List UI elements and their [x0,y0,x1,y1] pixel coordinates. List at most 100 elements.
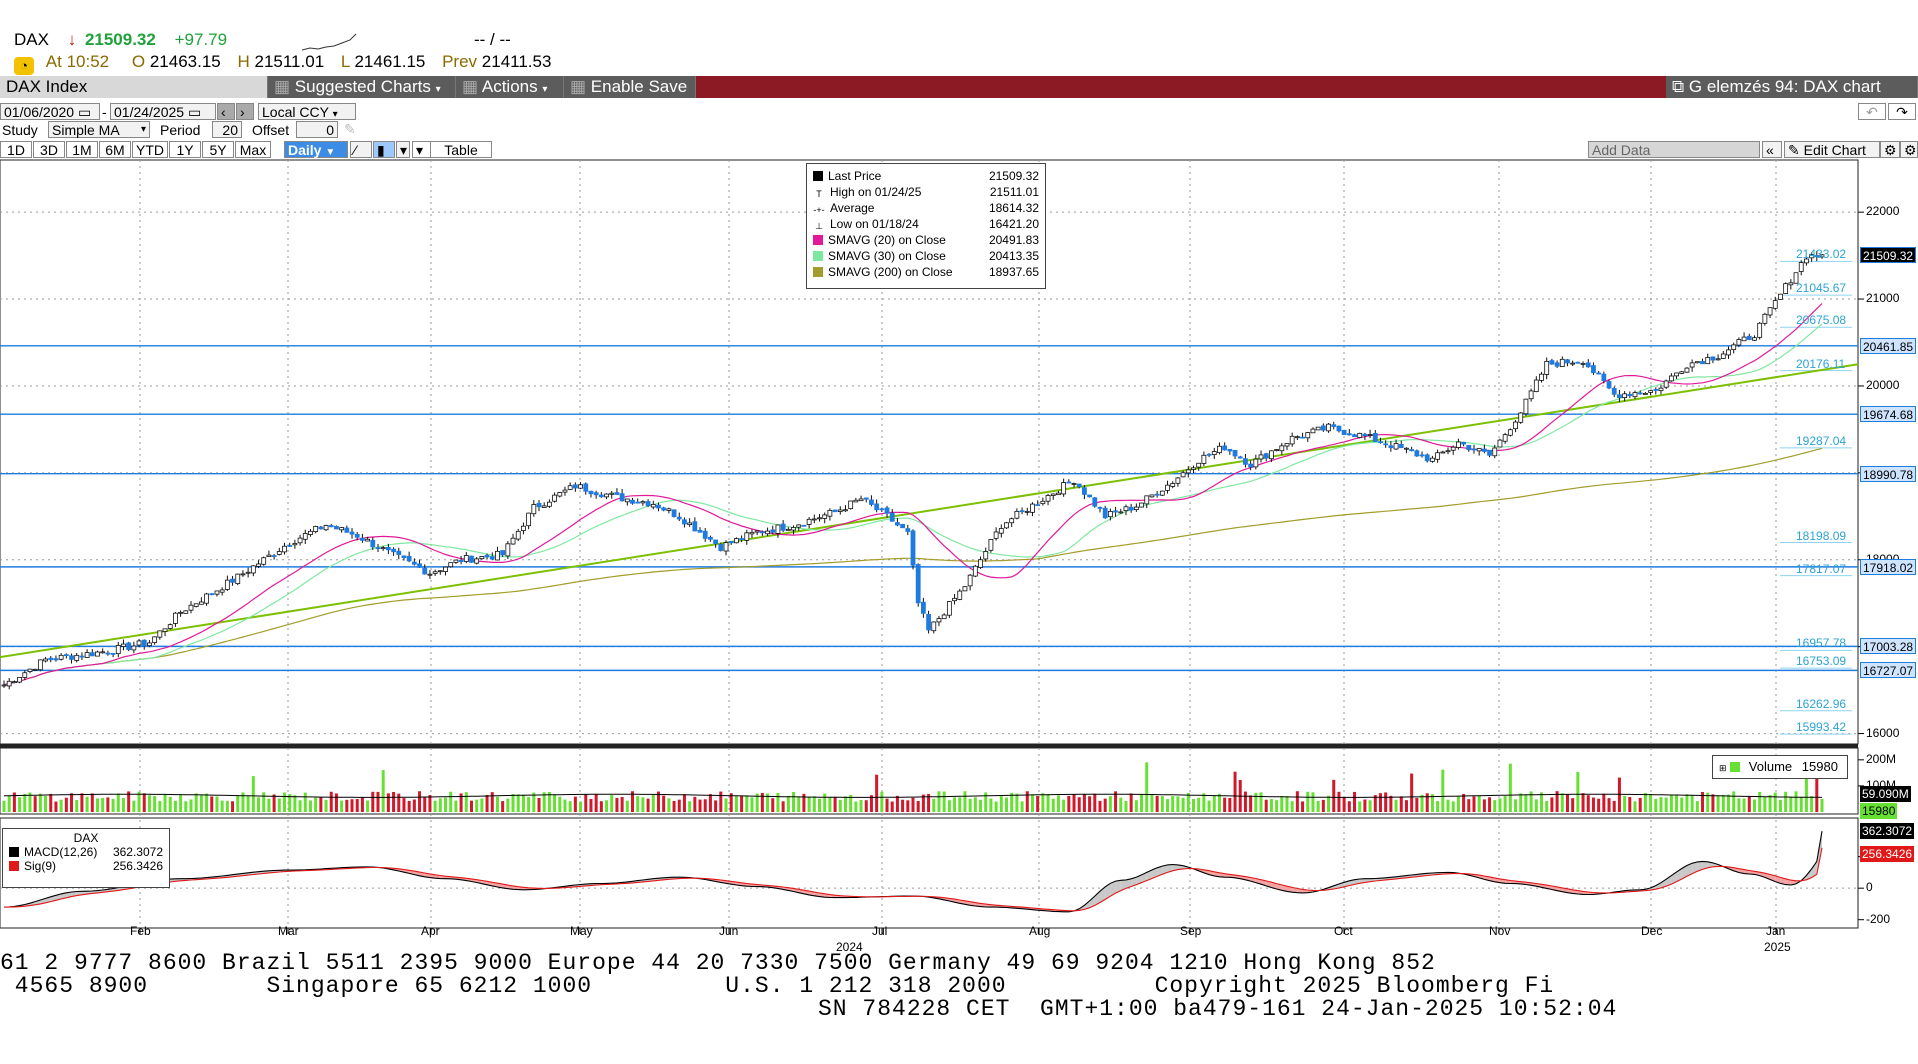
candle-body [89,652,95,657]
month-tick-label: May [570,924,593,938]
candle-body [1513,421,1518,430]
candle-body [1601,373,1607,381]
candle-body [1300,436,1305,439]
macd-legend-row: MACD(12,26) 362.3072 [9,845,163,859]
collapse-icon[interactable]: « [1762,141,1782,158]
prev-label: Prev [442,52,478,71]
open-label: O [131,52,146,71]
range-button-5y[interactable]: 5Y [202,141,234,158]
candle-body [1139,502,1144,508]
candle-body [578,484,583,489]
legend-row: Last Price 21509.32 [813,168,1039,184]
frequency-select[interactable]: Daily ▼ [284,141,348,158]
candle-body [682,519,687,525]
fibonacci-level-label: 20176.11 [1796,356,1846,371]
volume-bar [999,795,1003,812]
suggested-charts-button[interactable]: ▦ Suggested Charts ▾ [268,76,456,98]
high-value: 21511.01 [254,52,325,71]
grid-icon: ▦ [570,77,591,96]
candle-body [152,636,158,644]
volume-bar [1124,800,1128,812]
macd-histogram-fill [1094,891,1100,906]
actions-button[interactable]: ▦ Actions ▾ [456,76,564,98]
chevron-down-icon: ▾ [140,124,146,135]
volume-bar [449,791,453,812]
candle-body [1279,445,1285,452]
candle-body [1502,434,1508,442]
volume-bar [345,799,349,812]
add-data-input[interactable]: Add Data [1588,141,1760,158]
prev-period-button[interactable]: ‹ [217,103,235,120]
candle-body [1684,367,1690,373]
candle-body [1056,492,1061,496]
next-period-button[interactable]: › [236,103,254,120]
pencil-icon[interactable]: ✎ [344,121,356,137]
volume-bar [262,792,266,812]
candle-body [1596,372,1602,375]
candle-body [271,555,277,557]
candle-body [354,534,360,538]
period-input[interactable]: 20 [212,121,242,138]
candle-body [1767,307,1773,316]
range-button-1y[interactable]: 1Y [169,141,201,158]
currency-select[interactable]: Local CCY ▾ [258,103,356,120]
candle-body [889,512,895,522]
candle-body [1533,379,1539,392]
end-date-input[interactable]: 01/24/2025 ▭ [110,103,216,120]
candle-body [266,554,272,558]
candle-body [250,565,256,574]
volume-count-label: 15980 [1860,803,1898,819]
start-date-input[interactable]: 01/06/2020 ▭ [0,103,100,120]
candle-chart-icon[interactable]: ▮ [373,141,395,158]
offset-input[interactable]: 0 [296,121,338,138]
volume-bar [579,801,583,812]
volume-bar [444,797,448,812]
candle-body [1715,358,1721,361]
volume-bar [828,797,832,812]
security-field[interactable]: DAX Index [0,76,268,98]
volume-bar [1327,795,1331,812]
range-button-1d[interactable]: 1D [0,141,32,158]
volume-bar [407,800,411,812]
redo-icon[interactable]: ↷ [1888,103,1916,120]
legend-row: -+- Average 18614.32 [813,200,1039,216]
volume-bar [1264,799,1268,812]
volume-bar [1358,801,1362,812]
range-button-6m[interactable]: 6M [99,141,131,158]
gear-icon[interactable]: ⚙ [1900,141,1918,158]
undo-icon[interactable]: ↶ [1858,103,1886,120]
edit-chart-button[interactable]: ✎ Edit Chart [1784,141,1880,158]
volume-bar [646,798,650,812]
study-select[interactable]: Simple MA ▾ [48,121,150,138]
candle-body [941,614,947,620]
line-chart-icon[interactable]: ⁄ [350,141,372,158]
candle-body [11,681,17,684]
candle-body [1367,434,1373,436]
volume-bar [901,799,905,812]
candle-body [905,528,911,532]
chart-title-button[interactable]: ⧉ G elemzés 94: DAX chart [1666,76,1918,98]
candle-body [1201,454,1207,464]
range-button-max[interactable]: Max [235,141,271,158]
macd-legend: DAX MACD(12,26) 362.3072 Sig(9) 256.3426 [2,828,170,888]
candle-body [1310,428,1316,434]
table-button[interactable]: Table [430,141,492,158]
range-button-ytd[interactable]: YTD [132,141,168,158]
range-button-3d[interactable]: 3D [33,141,65,158]
candle-body [1346,433,1352,436]
chart-settings-icon[interactable]: ⚙ [1880,141,1900,158]
fibonacci-level-label: 16753.09 [1796,654,1847,669]
candle-body [624,498,630,503]
volume-bar [179,795,183,812]
volume-bar [672,800,676,812]
volume-bar [1690,795,1694,812]
chevron-down-icon[interactable]: ▾ [396,141,410,158]
fibonacci-level-label: 21045.67 [1796,281,1847,296]
range-button-1m[interactable]: 1M [66,141,98,158]
volume-bar [698,799,702,812]
volume-bar [766,793,770,812]
enable-save-button[interactable]: ▦ Enable Save [564,76,696,98]
candle-body [173,612,178,624]
volume-bar [797,796,801,812]
